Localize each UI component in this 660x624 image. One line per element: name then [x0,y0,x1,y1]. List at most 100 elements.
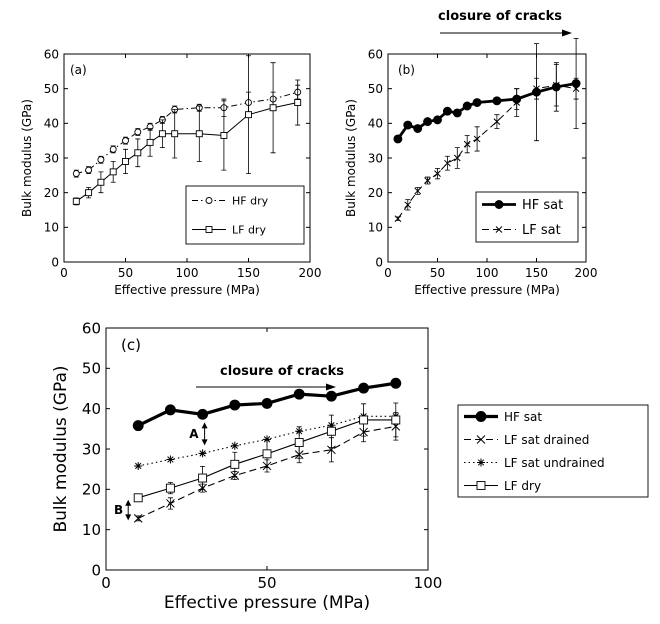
x-tick-label: 0 [60,266,68,280]
series-hf-sat [132,377,402,432]
y-tick-label: 60 [82,319,101,337]
data-point [424,177,431,184]
crack-closure-label: closure of cracks [220,364,344,379]
data-point [72,170,80,178]
y-tick-label: 10 [368,221,383,235]
panel-a: 0 50 100 150 200 0 10 20 30 40 50 60 Effective press… [20,47,321,297]
y-tick-label: 50 [82,360,101,378]
arrow-head [125,499,132,506]
legend-label: HF sat [522,198,563,213]
y-tick-label: 30 [368,151,383,165]
data-point [325,390,337,402]
panel-label: (a) [70,63,87,77]
x-tick-label: 200 [575,266,598,280]
x-tick-label: 200 [299,266,322,280]
legend-marker [205,197,213,204]
data-point [134,149,142,157]
data-point [146,138,154,146]
data-point [293,388,305,400]
arrow-head [562,29,572,37]
data-point [85,189,93,197]
data-point [327,445,336,455]
legend: HF dry LF dry [185,185,305,245]
y-tick-label: 20 [44,186,59,200]
panel-label: (c) [121,336,141,354]
x-tick-label: 50 [430,266,445,280]
gap-label-a: A [189,427,199,441]
data-point [97,156,105,164]
x-tick-label: 100 [176,266,199,280]
legend-label: LF dry [504,479,541,493]
legend-label: HF dry [232,194,269,207]
data-point [198,449,207,458]
legend-marker [495,226,503,233]
data-point [444,159,451,167]
data-point [166,455,175,464]
data-point [423,117,433,127]
data-point [261,397,273,409]
y-tick-label: 60 [368,47,383,61]
y-tick-label: 50 [44,82,59,96]
data-point [245,111,252,119]
y-axis-label: Bulk modulus (GPa) [20,99,34,217]
data-point [414,187,422,195]
data-point [359,415,369,425]
x-tick-label: 0 [101,574,111,592]
y-tick-label: 0 [375,255,383,269]
data-point [165,483,175,493]
x-tick-label: 0 [384,266,392,280]
x-tick-label: 50 [257,574,276,592]
legend-marker [476,481,486,490]
data-point [472,98,482,107]
data-point [393,134,403,144]
data-point [133,514,143,523]
data-point [463,140,471,148]
data-point [453,154,461,162]
data-point [158,130,166,138]
data-point [552,81,560,89]
data-point [294,99,302,106]
y-tick-label: 60 [44,47,59,61]
y-tick-label: 20 [368,186,383,200]
data-point [133,493,143,503]
y-tick-label: 50 [368,82,383,96]
legend-marker [494,200,504,209]
legend-frame [185,185,305,245]
data-point [134,128,142,136]
x-tick-label: 100 [414,574,443,592]
legend-marker [477,458,485,467]
x-axis-label: Effective pressure (MPa) [164,593,370,613]
data-point [294,438,304,447]
crack-closure-label: closure of cracks [438,9,562,24]
data-point [97,178,105,186]
data-point [220,132,228,139]
data-point [404,201,412,209]
gap-label-b: B [114,503,123,517]
data-point [390,377,402,389]
data-point [413,124,423,133]
panel-c: 0 50 100 0 10 20 30 40 50 60 Effective pressure (M… [51,319,649,613]
data-point [473,135,481,143]
x-axis-label: Effective pressure (MPa) [114,283,260,297]
data-point [122,137,129,145]
data-point [72,197,80,205]
data-point [109,168,117,176]
data-point [326,426,336,436]
series-lf-dry [72,55,302,206]
data-point [433,115,442,125]
y-tick-label: 10 [82,521,101,539]
y-axis-label: Bulk modulus (GPa) [51,365,71,532]
series-lf-dry [133,402,401,503]
data-point [85,166,93,174]
data-point [452,108,462,118]
y-tick-label: 30 [82,440,101,458]
panel-label: (b) [398,63,415,77]
data-point [164,404,176,416]
x-tick-label: 150 [525,266,548,280]
arrow-head [125,514,132,521]
data-point [229,399,241,411]
legend-marker [475,411,487,422]
arrow-head [326,383,336,391]
data-point [269,104,277,112]
x-tick-label: 150 [237,266,260,280]
